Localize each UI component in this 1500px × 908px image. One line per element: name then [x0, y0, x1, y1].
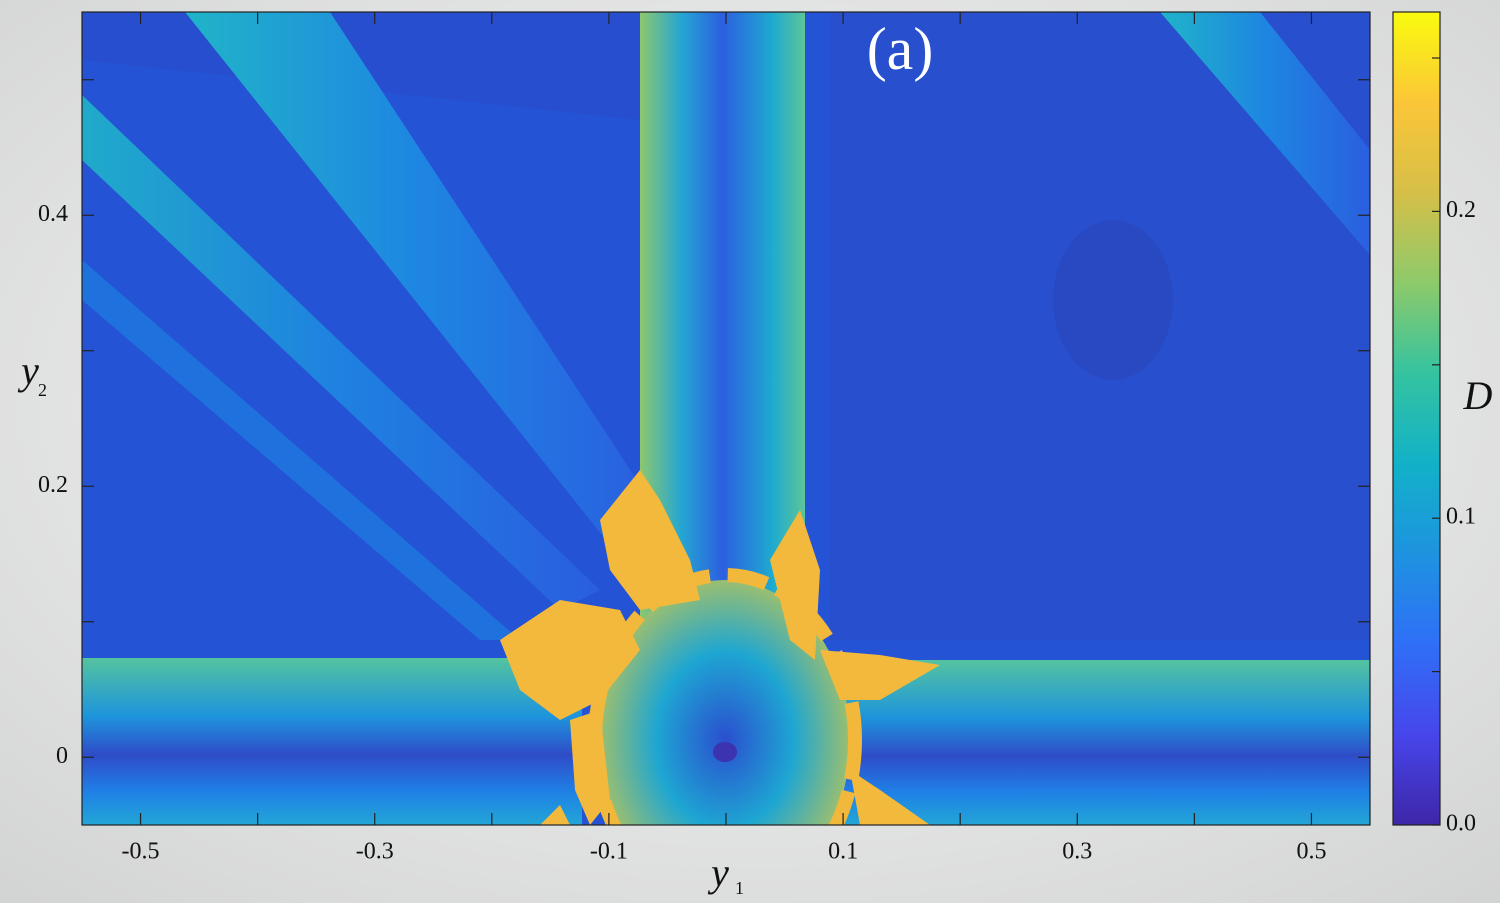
colorbar [1392, 11, 1441, 826]
y-axis-label: y [17, 348, 39, 393]
y-tick-label: 0.4 [38, 201, 68, 227]
x-tick-label: -0.1 [590, 839, 628, 865]
y-axis-label-subscript: 2 [38, 380, 47, 400]
x-axis-label: y [707, 850, 729, 895]
y-tick-label: 0 [56, 743, 68, 769]
colorbar-label: D [1463, 373, 1493, 418]
y-tick-label: 0.2 [38, 472, 68, 498]
heatmap-image [82, 12, 1370, 825]
x-tick-label: 0.5 [1296, 839, 1326, 865]
panel-label: (a) [867, 16, 934, 82]
x-tick-label: 0.3 [1062, 839, 1092, 865]
x-tick-label: -0.5 [122, 839, 160, 865]
x-tick-label: 0.1 [828, 839, 858, 865]
x-tick-label: -0.3 [356, 839, 394, 865]
colorbar-tick-label: 0.2 [1446, 197, 1476, 223]
x-axis-label-subscript: 1 [735, 878, 744, 898]
colorbar-tick-label: 0.0 [1446, 811, 1476, 837]
colorbar-tick-label: 0.1 [1446, 504, 1476, 530]
